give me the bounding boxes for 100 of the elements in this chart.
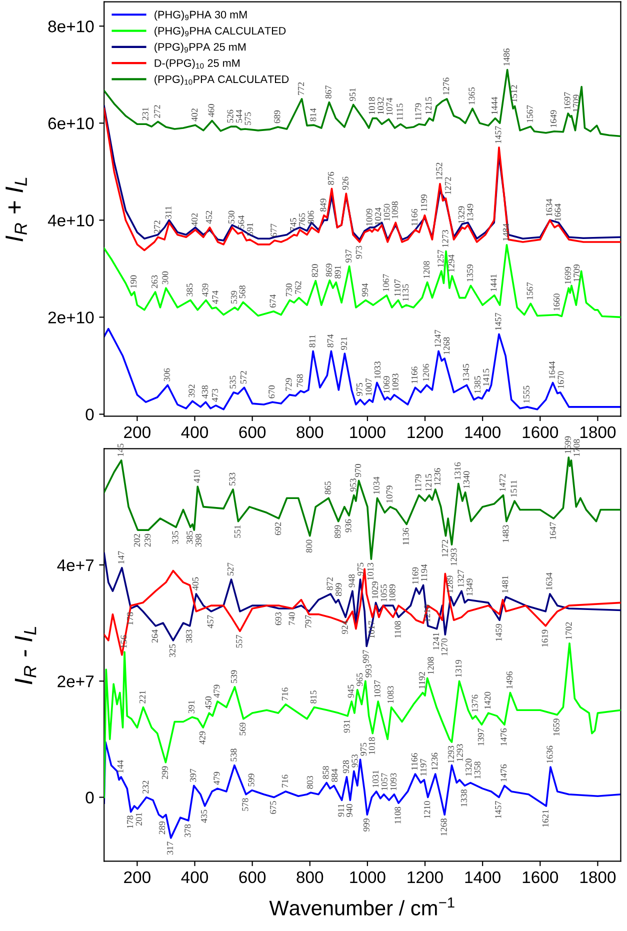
annotation: 221 [139,690,146,704]
annotation: 232 [142,780,149,794]
annotation: 1166 [411,208,418,226]
annotation: 591 [246,223,254,236]
annotation: 975 [360,742,367,756]
annotation: 820 [312,264,318,277]
annotation: 1276 [443,78,450,95]
annotation: 1083 [388,686,394,703]
annotation: 263 [152,275,158,288]
annotation: 569 [240,722,246,736]
annotation: 575 [244,112,251,125]
y-tick-label: 4e+10 [48,214,94,226]
annotation: 1018 [368,97,375,114]
annotation: 1024 [375,208,382,225]
annotation: 1338 [460,789,467,806]
annotation: 762 [295,281,302,294]
annotation: 398 [195,534,202,547]
annotation: 729 [286,378,292,391]
annotation: 675 [270,801,276,814]
annotation: 1316 [454,462,461,480]
x-tick-label: 1200 [408,871,443,884]
annotation: 402 [191,108,198,122]
legend-label: D-(PPG)$_{10}$ 25 mM [154,58,240,70]
annotation: 1247 [434,330,441,347]
annotation: 1179 [415,474,422,491]
annotation: 1057 [381,773,388,790]
annotation: 405 [192,577,198,590]
annotation: 544 [236,110,242,123]
annotation: 1320 [466,758,472,776]
annotation: 1484 [502,224,510,241]
annotation: 1649 [550,110,556,128]
annotation: 527 [227,562,234,576]
y-tick-label: 8e+10 [48,20,94,32]
annotation: 1166 [411,753,418,770]
annotation: 530 [228,210,234,224]
annotation: 1136 [402,528,409,545]
annotation: 202 [134,534,140,547]
x-tick-label: 1800 [580,871,616,884]
annotation: 692 [274,522,282,536]
x-tick-label: 200 [124,426,150,438]
annotation: 1457 [495,801,502,818]
legend-label: (PPG)$_{10}$PPA CALCULATED [154,75,289,86]
annotation: 1067 [382,274,389,292]
annotation: 557 [236,634,242,648]
y-tick-label: 0 [86,408,94,420]
annotation: 745 [290,218,296,231]
annotation: 911 [338,804,344,817]
annotation: 1273 [442,230,448,247]
annotation: 730 [286,284,292,296]
annotation: 965 [356,673,363,686]
annotation: 1555 [523,386,530,403]
annotation: 1013 [367,562,374,580]
annotation: 1050 [384,204,390,221]
annotation: 1034 [373,476,380,494]
annotation: 239 [144,534,151,547]
annotation: 429 [199,731,206,744]
annotation: 772 [298,82,304,95]
annotation: 1179 [415,103,422,120]
annotation: 1476 [500,728,507,746]
annotation: 1069 [383,376,390,393]
annotation: 289 [158,821,166,834]
annotation: 1257 [438,250,444,267]
annotation: 936 [345,519,352,532]
annotation: 1241 [433,632,439,650]
x-tick-label: 200 [124,871,150,884]
annotation: 940 [346,804,352,817]
annotation: 474 [212,290,218,304]
annotation: 1272 [442,540,448,557]
annotation: 1385 [474,376,481,393]
annotation: 1483 [502,525,509,542]
annotation: 1567 [526,105,533,122]
annotation: 156 [120,635,127,648]
x-axis-title: Wavenumber / cm$^{−1}$ [269,898,454,916]
annotation: 311 [165,206,172,219]
annotation: 803 [306,776,313,789]
annotation: 1197 [420,758,426,776]
annotation: 899 [334,525,341,538]
annotation: 797 [305,615,312,628]
legend-label: (PPG)$_{9}$PPA 25 mM [154,42,246,53]
annotation: 921 [340,337,347,350]
annotation: 674 [270,294,276,308]
annotation: 1108 [394,806,401,824]
annotation: 1194 [421,564,428,581]
annotation: 867 [325,86,332,98]
annotation: 1349 [467,204,474,221]
annotation: 564 [238,215,244,228]
legend-label: (PHG)$_{9}$PHA 30 mM [154,10,247,21]
annotation: 899 [336,583,342,596]
annotation: 439 [202,284,208,297]
x-tick-label: 1600 [522,871,558,884]
annotation: 689 [274,110,280,124]
annotation: 147 [118,551,124,564]
annotation: 201 [136,812,142,826]
annotation: 716 [282,688,288,700]
annotation: 1329 [458,206,464,224]
x-tick-label: 1000 [350,871,386,884]
annotation: 811 [309,335,316,348]
annotation: 858 [322,766,329,779]
annotation: 994 [362,283,368,296]
annotation: 1476 [500,764,507,782]
